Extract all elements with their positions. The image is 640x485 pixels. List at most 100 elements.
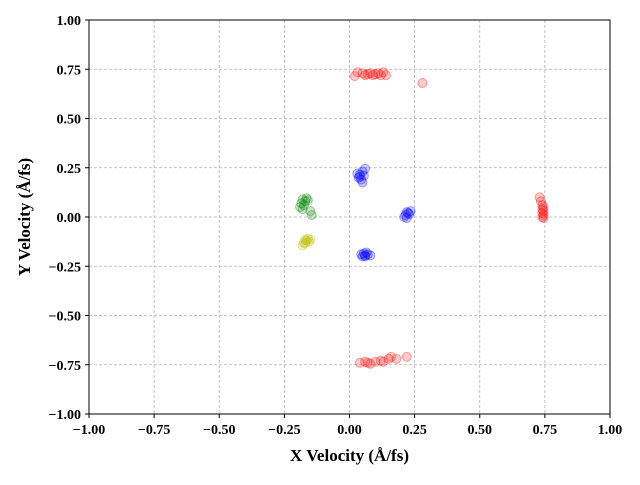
scatter-point — [360, 251, 371, 262]
scatter-point — [537, 208, 548, 219]
scatter-point — [365, 68, 376, 79]
y-tick-label: 0.00 — [57, 211, 82, 226]
scatter-point — [365, 358, 376, 369]
x-tick-label: 0.50 — [468, 423, 493, 438]
scatter-point — [537, 204, 548, 215]
x-tick-label: 0.75 — [533, 423, 558, 438]
scatter-point — [361, 247, 372, 258]
grid — [89, 20, 610, 414]
scatter-point — [353, 172, 364, 183]
scatter-point — [538, 212, 549, 223]
x-tick-label: −0.25 — [268, 423, 300, 438]
scatter-point — [534, 192, 545, 203]
scatter-point — [297, 194, 308, 205]
scatter-point — [537, 200, 548, 211]
scatter-point — [383, 353, 394, 364]
scatter-point — [360, 70, 371, 81]
scatter-point — [538, 210, 549, 221]
scatter-point — [537, 212, 548, 222]
y-tick-label: −0.75 — [49, 359, 81, 374]
scatter-point — [362, 357, 373, 368]
scatter-point — [365, 250, 376, 261]
scatter-point — [362, 249, 373, 260]
x-tick-label: −0.75 — [138, 423, 170, 438]
scatter-point — [357, 251, 368, 262]
scatter-point — [386, 351, 397, 362]
scatter-point — [370, 356, 381, 367]
scatter-point — [401, 207, 412, 218]
scatter-point — [400, 210, 411, 221]
scatter-point — [375, 355, 386, 366]
scatter-point — [401, 212, 412, 223]
scatter-point — [358, 248, 369, 259]
scatter-point — [373, 68, 384, 79]
scatter-point — [295, 202, 306, 213]
scatter-point — [352, 67, 363, 78]
scatter-point — [375, 70, 386, 81]
scatter-point — [302, 195, 313, 206]
scatter-point — [305, 206, 316, 217]
scatter-point — [362, 69, 373, 80]
ticks: −1.00 −0.75 −0.50 −0.25 0.00 0.25 0.50 0.75 1.00… — [49, 14, 623, 438]
scatter-point — [300, 238, 311, 249]
scatter-point — [380, 70, 391, 81]
y-axis-label: Y Velocity (Å/fs) — [15, 158, 34, 276]
scatter-point — [354, 357, 365, 368]
scatter-point — [298, 200, 309, 211]
scatter-point — [360, 163, 371, 174]
scatter-point — [358, 170, 369, 181]
scatter-point — [300, 196, 311, 207]
scatter-point — [405, 206, 416, 217]
scatter-point — [354, 169, 365, 180]
x-axis-label: X Velocity (Å/fs) — [290, 446, 409, 465]
scatter-point — [535, 196, 546, 207]
scatter-point — [538, 206, 549, 217]
scatter-point — [354, 171, 365, 182]
scatter-point — [378, 356, 389, 367]
scatter-point — [538, 202, 549, 213]
scatter-point — [302, 233, 313, 244]
scatter-point — [357, 177, 368, 188]
scatter-point — [357, 68, 368, 79]
scatter-point — [356, 174, 367, 185]
scatter-point — [403, 208, 414, 219]
scatter-point — [370, 69, 381, 80]
scatter-point — [297, 240, 308, 251]
scatter-point — [391, 353, 402, 364]
x-tick-label: −1.00 — [73, 423, 105, 438]
y-tick-label: 1.00 — [57, 14, 82, 29]
data-points — [295, 67, 549, 369]
scatter-point — [404, 209, 415, 220]
scatter-point — [357, 166, 368, 177]
scatter-point — [305, 234, 316, 245]
scatter-point — [301, 193, 312, 204]
scatter-point — [301, 235, 312, 246]
scatter-point — [304, 236, 315, 247]
y-tick-label: −0.50 — [49, 310, 81, 325]
scatter-point — [360, 250, 371, 261]
scatter-point — [417, 78, 428, 89]
x-tick-label: 0.25 — [402, 423, 427, 438]
scatter-point — [297, 204, 308, 215]
scatter-point — [352, 168, 363, 179]
scatter-point — [356, 249, 367, 260]
scatter-point — [296, 198, 307, 209]
x-tick-label: 1.00 — [598, 423, 623, 438]
scatter-point — [298, 237, 309, 248]
scatter-point — [300, 234, 311, 245]
scatter-point — [349, 71, 360, 82]
y-tick-label: −0.25 — [49, 260, 81, 275]
y-tick-label: 0.25 — [57, 162, 82, 177]
scatter-point — [367, 70, 378, 81]
x-tick-label: 0.00 — [337, 423, 362, 438]
y-tick-label: −1.00 — [49, 408, 81, 423]
scatter-point — [306, 210, 317, 221]
scatter-point — [399, 212, 410, 222]
y-tick-label: 0.75 — [57, 63, 82, 78]
x-tick-label: −0.50 — [203, 423, 235, 438]
scatter-point — [378, 67, 389, 78]
y-tick-label: 0.50 — [57, 113, 82, 128]
scatter-point — [401, 351, 412, 362]
